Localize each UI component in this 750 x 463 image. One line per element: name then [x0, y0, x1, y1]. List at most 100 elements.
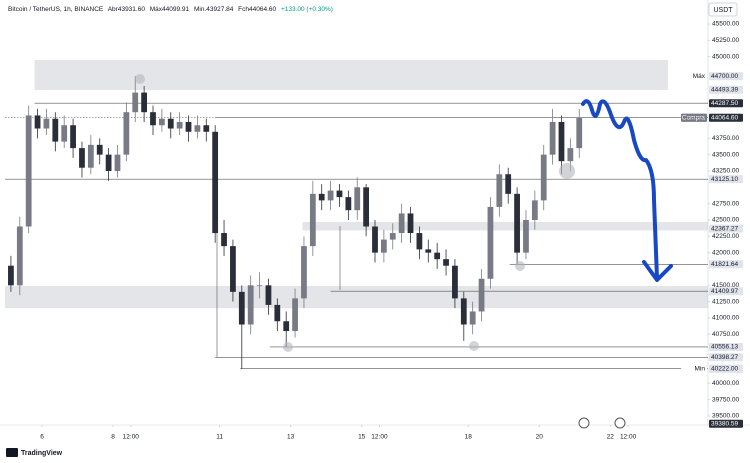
candle-body	[158, 118, 165, 126]
candles	[8, 76, 583, 369]
candle-body	[407, 213, 414, 234]
candle-body	[238, 291, 245, 325]
candle-body	[105, 154, 112, 171]
candle-body	[345, 197, 352, 211]
y-tick-label: 41000.00	[712, 315, 739, 322]
candle-body	[221, 233, 227, 247]
candle-body	[8, 265, 14, 286]
price-tag: Compra	[682, 114, 706, 121]
candle-body	[398, 213, 405, 234]
candle-body	[487, 206, 494, 279]
price-label: 42367.27	[711, 225, 738, 232]
price-label: 43125.10	[711, 176, 738, 183]
candle-body	[212, 131, 219, 234]
ohlc-open: Abr43931.60	[108, 6, 146, 13]
price-label-box	[709, 224, 743, 233]
event-icon[interactable]	[614, 417, 626, 429]
arrow-head	[642, 260, 673, 282]
candle-body	[123, 112, 130, 155]
candle-body	[150, 112, 156, 126]
price-label: 40398.27	[711, 354, 738, 361]
x-tick-label: 8	[111, 434, 115, 441]
candle-body	[274, 304, 281, 322]
x-tick-label: 12:00	[620, 434, 637, 441]
x-tick-label: 12:00	[371, 434, 388, 441]
candle-body	[558, 121, 565, 162]
ohlc-low: Min.43927.84	[194, 6, 234, 13]
candle-body	[256, 285, 263, 287]
candle-body	[176, 121, 183, 129]
candle-body	[114, 154, 121, 171]
y-tick-label: 39500.00	[712, 413, 739, 420]
candle-body	[61, 125, 68, 142]
candle-body	[132, 92, 139, 113]
zone	[5, 285, 708, 309]
price-label-box	[709, 72, 743, 81]
candle-body	[505, 174, 512, 194]
candle-body	[318, 193, 325, 201]
price-label-box	[709, 342, 743, 351]
y-tick-label: 45500.00	[712, 21, 739, 28]
candle-body	[354, 187, 361, 211]
price-tag-box	[681, 364, 707, 373]
candle-body	[523, 219, 529, 253]
price-label: 40222.00	[711, 366, 738, 373]
price-label: 41409.97	[711, 288, 738, 295]
candle-body	[194, 125, 201, 132]
y-tick-label: 45000.00	[712, 53, 739, 60]
price-label-box	[709, 99, 743, 108]
candle-body	[567, 148, 574, 162]
event-icon[interactable]	[578, 417, 590, 429]
ohlc-high: Máx44099.91	[150, 6, 190, 13]
currency-box[interactable]	[708, 2, 738, 17]
price-label: 44287.50	[711, 100, 738, 107]
brand-logo	[6, 448, 18, 457]
x-tick-label: 20	[536, 434, 544, 441]
levels: 44700.00Máx44493.3944287.5044065.55Venda…	[5, 72, 743, 428]
pivot-marker	[469, 341, 479, 351]
candle-body	[185, 121, 192, 132]
brand: TradingView	[21, 450, 63, 457]
candle-body	[469, 311, 476, 325]
price-tag-box	[681, 72, 707, 81]
x-tick-label: 13	[287, 434, 295, 441]
price-tag: Min	[695, 366, 706, 373]
candle-body	[309, 193, 316, 247]
x-tick-label: 22	[607, 434, 615, 441]
y-tick-label: 43750.00	[712, 135, 739, 142]
candle-body	[96, 144, 103, 155]
currency[interactable]: USDT	[713, 7, 733, 14]
candle-body	[301, 246, 307, 299]
pivot-marker	[515, 261, 525, 271]
x-tick-label: 6	[40, 434, 44, 441]
y-tick-label: 40750.00	[712, 331, 739, 338]
symbol: Bitcoin / TetherUS, 1h, BINANCE	[8, 6, 104, 13]
candle-body	[549, 121, 556, 155]
candle-body	[443, 259, 449, 266]
candle-body	[460, 298, 467, 325]
y-tick-label: 39750.00	[712, 396, 739, 403]
candle-body	[478, 278, 485, 312]
candle-body	[496, 174, 503, 207]
price-label: 44700.00	[711, 73, 738, 80]
price-label: 41821.64	[711, 261, 738, 268]
price-label: 44064.60	[711, 114, 738, 121]
zone	[302, 221, 708, 231]
pivot-marker	[283, 342, 293, 352]
price-label-box	[709, 287, 743, 296]
candle-body	[452, 265, 458, 299]
drawn-arrow	[581, 99, 659, 280]
candle-body	[25, 115, 32, 227]
candle-body	[425, 249, 432, 253]
candle-body	[230, 246, 236, 292]
candle-body	[87, 144, 94, 168]
pivot-marker	[559, 163, 575, 179]
x-tick-label: 12:00	[123, 434, 140, 441]
candle-body	[265, 285, 272, 305]
y-tick-label: 40000.00	[712, 380, 739, 387]
x-tick-label: 15	[358, 434, 366, 441]
candle-body	[336, 190, 343, 198]
ohlc-change: +133.00 (+0.30%)	[281, 6, 333, 13]
candle-body	[283, 321, 290, 332]
